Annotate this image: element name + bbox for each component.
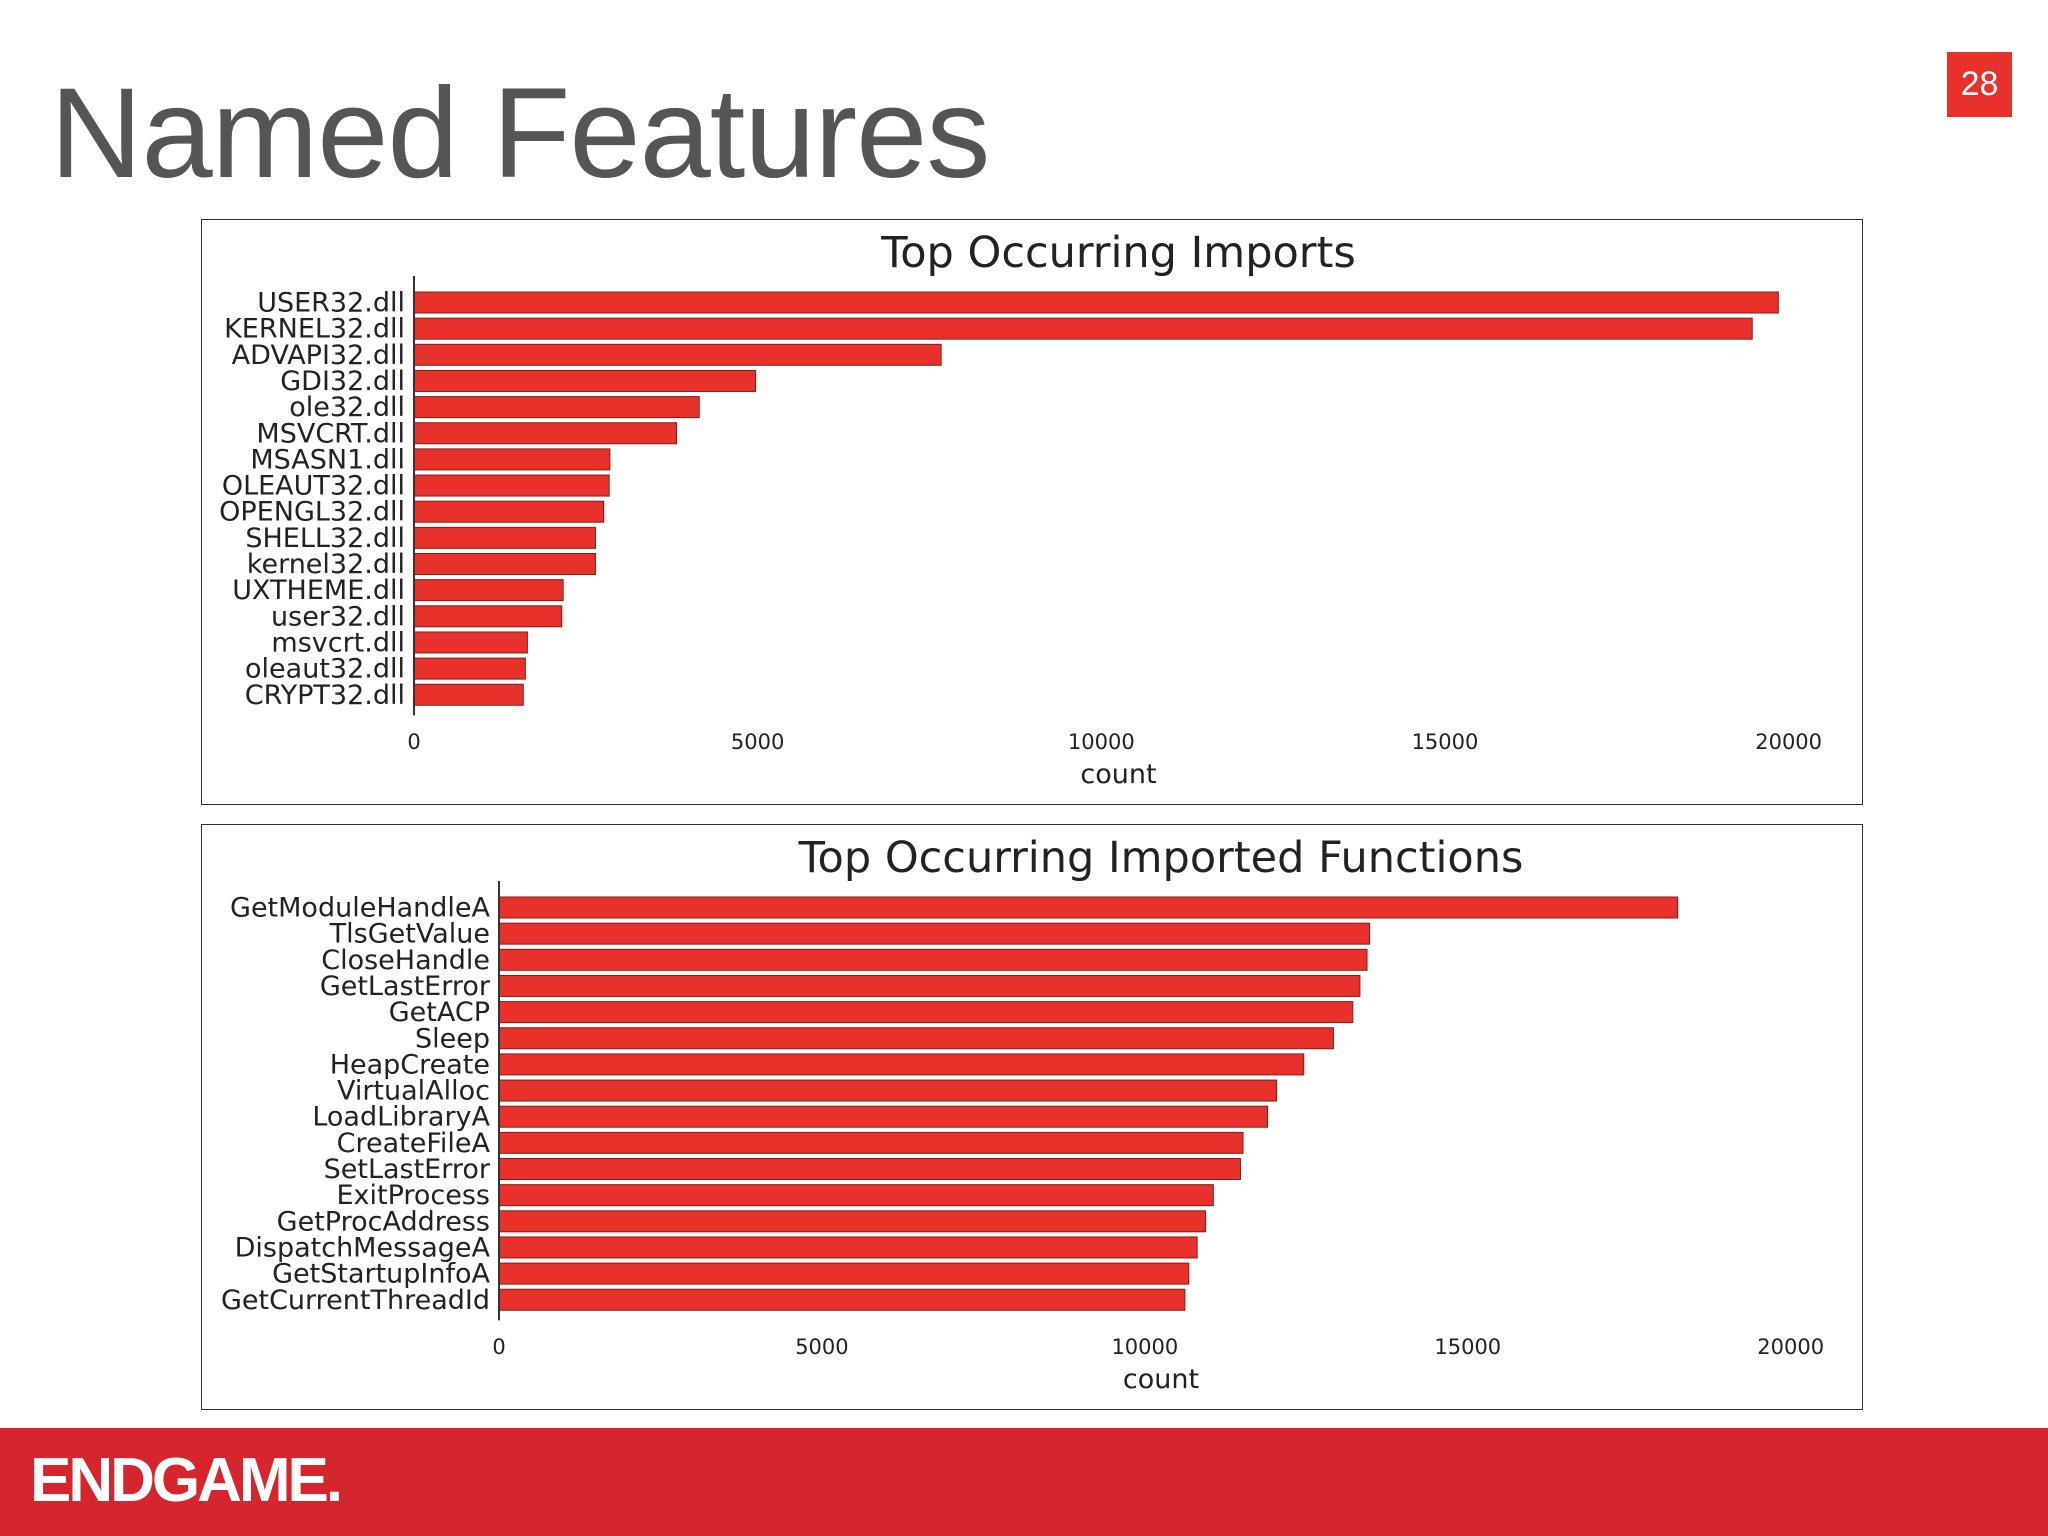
functions-x-axis-label: count: [1123, 1364, 1199, 1395]
functions-chart: Top Occurring Imported Functions GetModul…: [221, 833, 1824, 1395]
imports-bar: [413, 579, 564, 602]
imports-category-label: SHELL32.dll: [245, 523, 405, 554]
imports-bar: [413, 369, 757, 392]
functions-chart-panel: Top Occurring Imported Functions GetModul…: [201, 824, 1863, 1410]
functions-bar: [498, 1001, 1354, 1024]
imports-bar: [413, 474, 610, 497]
imports-x-tick-label: 0: [407, 730, 420, 754]
functions-bar: [498, 922, 1371, 945]
imports-chart-panel: Top Occurring Imports USER32.dll KERNEL32.…: [201, 219, 1863, 805]
functions-x-tick-label: 15000: [1434, 1335, 1501, 1359]
functions-bar: [498, 896, 1679, 919]
functions-bar: [498, 1210, 1207, 1233]
functions-category-label: GetLastError: [320, 971, 491, 1002]
footer-bar: ENDGAME.: [0, 1428, 2048, 1536]
functions-bar: [498, 948, 1368, 971]
functions-category-label: CreateFileA: [337, 1128, 491, 1159]
imports-bar: [413, 343, 942, 366]
imports-x-tick-label: 5000: [731, 730, 784, 754]
functions-category-label: HeapCreate: [330, 1049, 490, 1080]
functions-x-tick-label: 10000: [1111, 1335, 1178, 1359]
functions-x-tick-label: 5000: [795, 1335, 848, 1359]
functions-category-label: CloseHandle: [321, 945, 490, 976]
functions-category-label: GetProcAddress: [277, 1206, 490, 1237]
endgame-logo: ENDGAME.: [30, 1446, 343, 1515]
imports-bar: [413, 605, 563, 628]
imports-category-label: GDI32.dll: [280, 366, 405, 397]
imports-x-tick-label: 15000: [1412, 730, 1479, 754]
imports-bar: [413, 631, 528, 654]
functions-category-label: SetLastError: [324, 1154, 491, 1185]
imports-category-label: ole32.dll: [289, 392, 405, 423]
imports-category-label: kernel32.dll: [247, 549, 405, 580]
imports-category-label: KERNEL32.dll: [224, 314, 405, 345]
imports-category-label: USER32.dll: [257, 288, 405, 319]
functions-bar: [498, 1053, 1305, 1076]
imports-chart: Top Occurring Imports USER32.dllKERNEL32.…: [219, 228, 1822, 790]
functions-category-label: GetCurrentThreadId: [221, 1285, 490, 1316]
functions-category-label: GetStartupInfoA: [272, 1259, 490, 1290]
imports-category-label: CRYPT32.dll: [245, 680, 405, 711]
imports-category-label: UXTHEME.dll: [232, 575, 405, 606]
imports-bar: [413, 317, 1753, 340]
functions-bar: [498, 1027, 1334, 1050]
page-number-badge: 28: [1947, 52, 2012, 117]
imports-category-label: OLEAUT32.dll: [222, 471, 405, 502]
functions-x-tick-label: 20000: [1757, 1335, 1824, 1359]
imports-bar: [413, 553, 596, 575]
imports-bar: [413, 291, 1779, 314]
functions-category-label: TlsGetValue: [329, 919, 490, 950]
functions-bar: [498, 1079, 1278, 1102]
imports-category-label: ADVAPI32.dll: [232, 340, 405, 371]
functions-bar: [498, 1184, 1214, 1207]
functions-bar: [498, 1262, 1190, 1285]
imports-bar: [413, 448, 611, 471]
functions-category-label: LoadLibraryA: [312, 1102, 490, 1133]
imports-bar: [413, 396, 700, 419]
functions-bar: [498, 1105, 1269, 1128]
imports-x-tick-label: 20000: [1755, 730, 1822, 754]
functions-bar: [498, 1236, 1198, 1259]
imports-x-axis-label: count: [1080, 759, 1156, 790]
imports-bar: [413, 683, 524, 706]
imports-category-label: msvcrt.dll: [271, 627, 405, 658]
functions-category-label: ExitProcess: [336, 1180, 490, 1211]
functions-chart-title: Top Occurring Imported Functions: [798, 833, 1524, 883]
functions-bar: [498, 1131, 1244, 1154]
functions-bar: [498, 1288, 1186, 1311]
imports-category-label: oleaut32.dll: [245, 654, 405, 685]
imports-chart-title: Top Occurring Imports: [880, 228, 1356, 278]
functions-bar: [498, 974, 1361, 997]
functions-category-label: GetModuleHandleA: [230, 893, 491, 924]
imports-category-label: MSASN1.dll: [250, 444, 405, 475]
imports-bar: [413, 657, 526, 680]
slide-title: Named Features: [50, 62, 990, 205]
imports-x-tick-label: 10000: [1068, 730, 1135, 754]
functions-category-label: Sleep: [415, 1023, 490, 1054]
functions-category-label: GetACP: [389, 997, 490, 1028]
functions-category-label: DispatchMessageA: [235, 1232, 491, 1263]
imports-bar: [413, 526, 596, 549]
functions-category-label: VirtualAlloc: [337, 1076, 490, 1107]
imports-bar: [413, 422, 678, 445]
imports-category-label: OPENGL32.dll: [219, 497, 405, 528]
imports-category-label: user32.dll: [271, 601, 405, 632]
imports-bar: [413, 500, 605, 523]
imports-category-label: MSVCRT.dll: [256, 418, 405, 449]
functions-x-tick-label: 0: [492, 1335, 505, 1359]
functions-bar: [498, 1158, 1241, 1180]
